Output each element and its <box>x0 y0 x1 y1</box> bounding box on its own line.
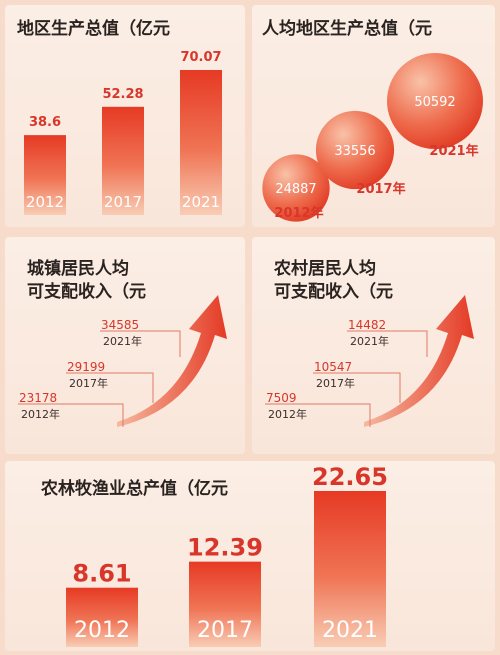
income-value-2017年: 29199 <box>67 360 105 374</box>
income-leader-2021年 <box>100 330 181 357</box>
bar-2017 <box>102 106 144 215</box>
gdp-bar-chart: 38.6 2012 52.28 2017 70.07 2021 <box>24 50 222 215</box>
gdp-panel: 地区生产总值（亿元 38.6 2012 52.28 2017 70.07 2021 <box>5 5 245 227</box>
income-value-2012年: 7509 <box>266 391 297 405</box>
value-label-2012: 8.61 <box>72 560 131 588</box>
value-label-2017: 52.28 <box>102 87 143 102</box>
year-label-2021: 2021 <box>322 618 378 643</box>
value-label-2021: 22.65 <box>312 463 388 491</box>
rural-income-panel: 农村居民人均 可支配收入（元 7509 2012年 10547 2017年 14482 2… <box>252 237 495 454</box>
urban-income-title-line1: 城镇居民人均 <box>27 259 129 279</box>
value-label-2021: 70.07 <box>180 50 221 65</box>
urban-income-chart: 23178 2012年 29199 2017年 34585 2021年 <box>18 295 227 427</box>
value-label-2012: 38.6 <box>29 115 61 130</box>
income-value-2012年: 23178 <box>19 391 57 405</box>
year-label-2012: 2012 <box>26 193 64 211</box>
growth-arrow <box>364 295 474 427</box>
year-label-2012: 2012 <box>74 618 130 643</box>
gdp-title: 地区生产总值（亿元 <box>17 19 170 39</box>
growth-arrow <box>117 295 227 427</box>
urban-income-panel: 城镇居民人均 可支配收入（元 23178 2012年 29199 2017年 34585… <box>5 237 245 454</box>
gdp-per-capita-panel: 人均地区生产总值（元 24887 2012年 33556 2017年 50592 2021… <box>252 5 495 227</box>
income-year-2021年: 2021年 <box>350 334 389 348</box>
income-value-2017年: 10547 <box>314 360 352 374</box>
bubble-value-2012年: 24887 <box>275 182 316 197</box>
bubble-2012年 <box>262 154 330 222</box>
agri-output-bar-chart: 8.61 2012 12.39 2017 22.65 2021 <box>66 463 388 647</box>
rural-income-title-line2: 可支配收入（元 <box>274 282 393 302</box>
bar-2021 <box>314 491 386 647</box>
income-leader-2012年 <box>18 403 124 427</box>
income-year-2017年: 2017年 <box>316 376 355 390</box>
bubble-year-2021年: 2021年 <box>429 143 478 159</box>
bar-2017 <box>189 561 261 647</box>
urban-income-title-line2: 可支配收入（元 <box>27 282 146 302</box>
bubble-2021年 <box>387 53 483 149</box>
year-label-2017: 2017 <box>197 618 253 643</box>
gdp-per-capita-bubble-chart: 24887 2012年 33556 2017年 50592 2021年 <box>262 53 483 222</box>
income-leader-2017年 <box>66 372 154 403</box>
rural-income-title-line1: 农村居民人均 <box>274 259 376 279</box>
bubble-value-2021年: 50592 <box>414 95 455 110</box>
year-label-2017: 2017 <box>104 193 142 211</box>
bar-2021 <box>180 70 222 215</box>
bubble-2017年 <box>315 110 395 190</box>
income-leader-2017年 <box>313 372 401 403</box>
bar-2012 <box>66 587 138 647</box>
rural-income-chart: 7509 2012年 10547 2017年 14482 2021年 <box>265 295 474 427</box>
income-year-2017年: 2017年 <box>69 376 108 390</box>
agri-output-panel: 农林牧渔业总产值（亿元 8.61 2012 12.39 2017 22.65 2021 <box>5 461 495 651</box>
income-leader-2012年 <box>265 403 371 427</box>
bubble-year-2012年: 2012年 <box>274 205 323 221</box>
income-year-2012年: 2012年 <box>21 407 60 421</box>
gdp-per-capita-title: 人均地区生产总值（元 <box>262 19 432 39</box>
agri-output-title: 农林牧渔业总产值（亿元 <box>41 479 228 499</box>
bubble-year-2017年: 2017年 <box>356 181 405 197</box>
bar-2012 <box>24 135 66 215</box>
bubble-value-2017年: 33556 <box>334 144 375 159</box>
income-value-2021年: 14482 <box>348 318 386 332</box>
value-label-2017: 12.39 <box>187 534 263 562</box>
year-label-2021: 2021 <box>182 193 220 211</box>
income-year-2012年: 2012年 <box>268 407 307 421</box>
income-value-2021年: 34585 <box>101 318 139 332</box>
income-year-2021年: 2021年 <box>103 334 142 348</box>
income-leader-2021年 <box>347 330 428 357</box>
